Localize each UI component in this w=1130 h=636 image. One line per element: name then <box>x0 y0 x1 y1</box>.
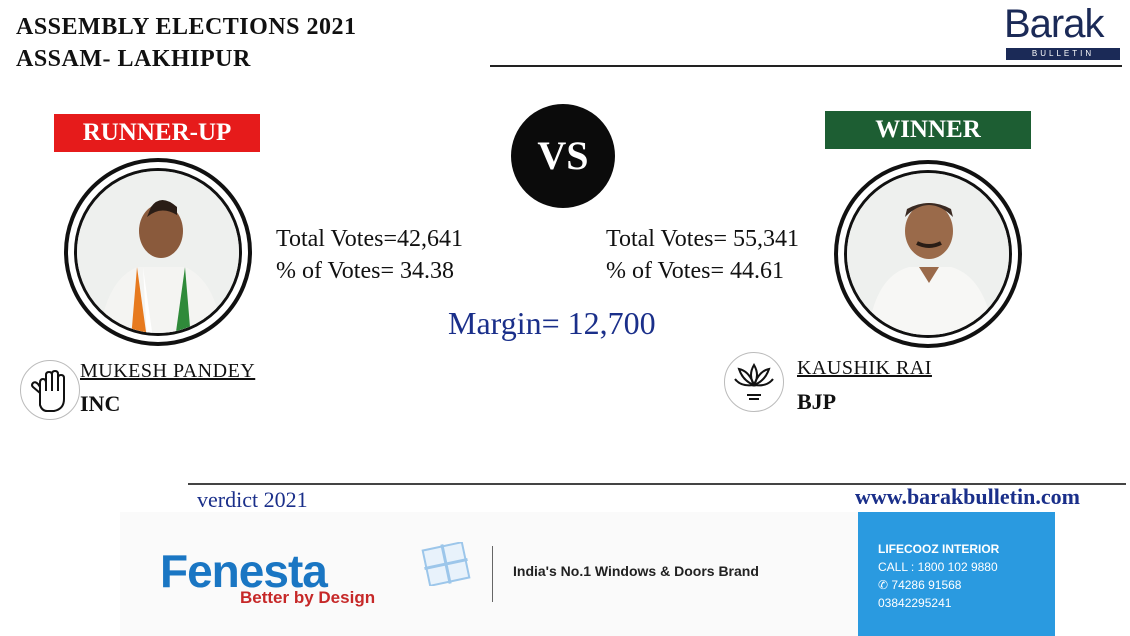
header-rule <box>490 65 1122 67</box>
winner-total-votes: Total Votes= 55,341 <box>606 226 799 252</box>
window-grid-icon <box>421 542 471 586</box>
person-icon <box>847 173 1009 335</box>
runner-up-name: MUKESH PANDEY <box>80 360 256 382</box>
ad-panel-phone: 03842295241 <box>878 596 952 610</box>
footer-rule <box>188 483 1126 485</box>
bjp-party-symbol <box>724 352 784 412</box>
victory-margin: Margin= 12,700 <box>448 305 656 341</box>
advertisement-banner[interactable]: Fenesta Better by Design India's No.1 Wi… <box>120 512 1055 636</box>
person-icon <box>77 171 239 333</box>
runner-up-total-votes: Total Votes=42,641 <box>276 226 463 252</box>
ad-brand-line: India's No.1 Windows & Doors Brand <box>513 563 759 579</box>
runner-up-portrait <box>64 158 252 346</box>
barak-bulletin-logo[interactable]: Barak BULLETIN <box>1004 4 1122 60</box>
header-title-line2: ASSAM- LAKHIPUR <box>16 46 251 72</box>
vs-circle: VS <box>511 104 615 208</box>
winner-vote-percent: % of Votes= 44.61 <box>606 258 784 284</box>
ad-divider <box>492 546 493 602</box>
winner-party: BJP <box>797 389 837 414</box>
website-link[interactable]: www.barakbulletin.com <box>855 484 1080 509</box>
lotus-icon <box>734 363 774 400</box>
runner-up-vote-percent: % of Votes= 34.38 <box>276 258 454 284</box>
header-title-line1: ASSEMBLY ELECTIONS 2021 <box>16 14 357 40</box>
verdict-label: verdict 2021 <box>197 487 308 512</box>
winner-portrait <box>834 160 1022 348</box>
ad-panel-company: LIFECOOZ INTERIOR <box>878 542 1000 556</box>
winner-badge: WINNER <box>825 111 1031 149</box>
runner-up-badge: RUNNER-UP <box>54 114 260 152</box>
hand-icon <box>31 369 65 412</box>
ad-contact-panel: LIFECOOZ INTERIOR CALL : 1800 102 9880 ✆… <box>858 512 1055 636</box>
logo-word: Barak <box>1004 2 1104 46</box>
ad-tagline: Better by Design <box>240 588 376 607</box>
winner-photo <box>844 170 1012 338</box>
ad-panel-call: CALL : 1800 102 9880 <box>878 560 998 574</box>
fenesta-logo: Fenesta <box>160 545 328 597</box>
ad-panel-whatsapp: ✆ 74286 91568 <box>878 578 962 592</box>
runner-up-photo <box>74 168 242 336</box>
winner-name: KAUSHIK RAI <box>797 357 932 379</box>
runner-up-party: INC <box>80 391 121 416</box>
inc-party-symbol <box>20 360 80 420</box>
logo-subtitle: BULLETIN <box>1006 48 1120 60</box>
